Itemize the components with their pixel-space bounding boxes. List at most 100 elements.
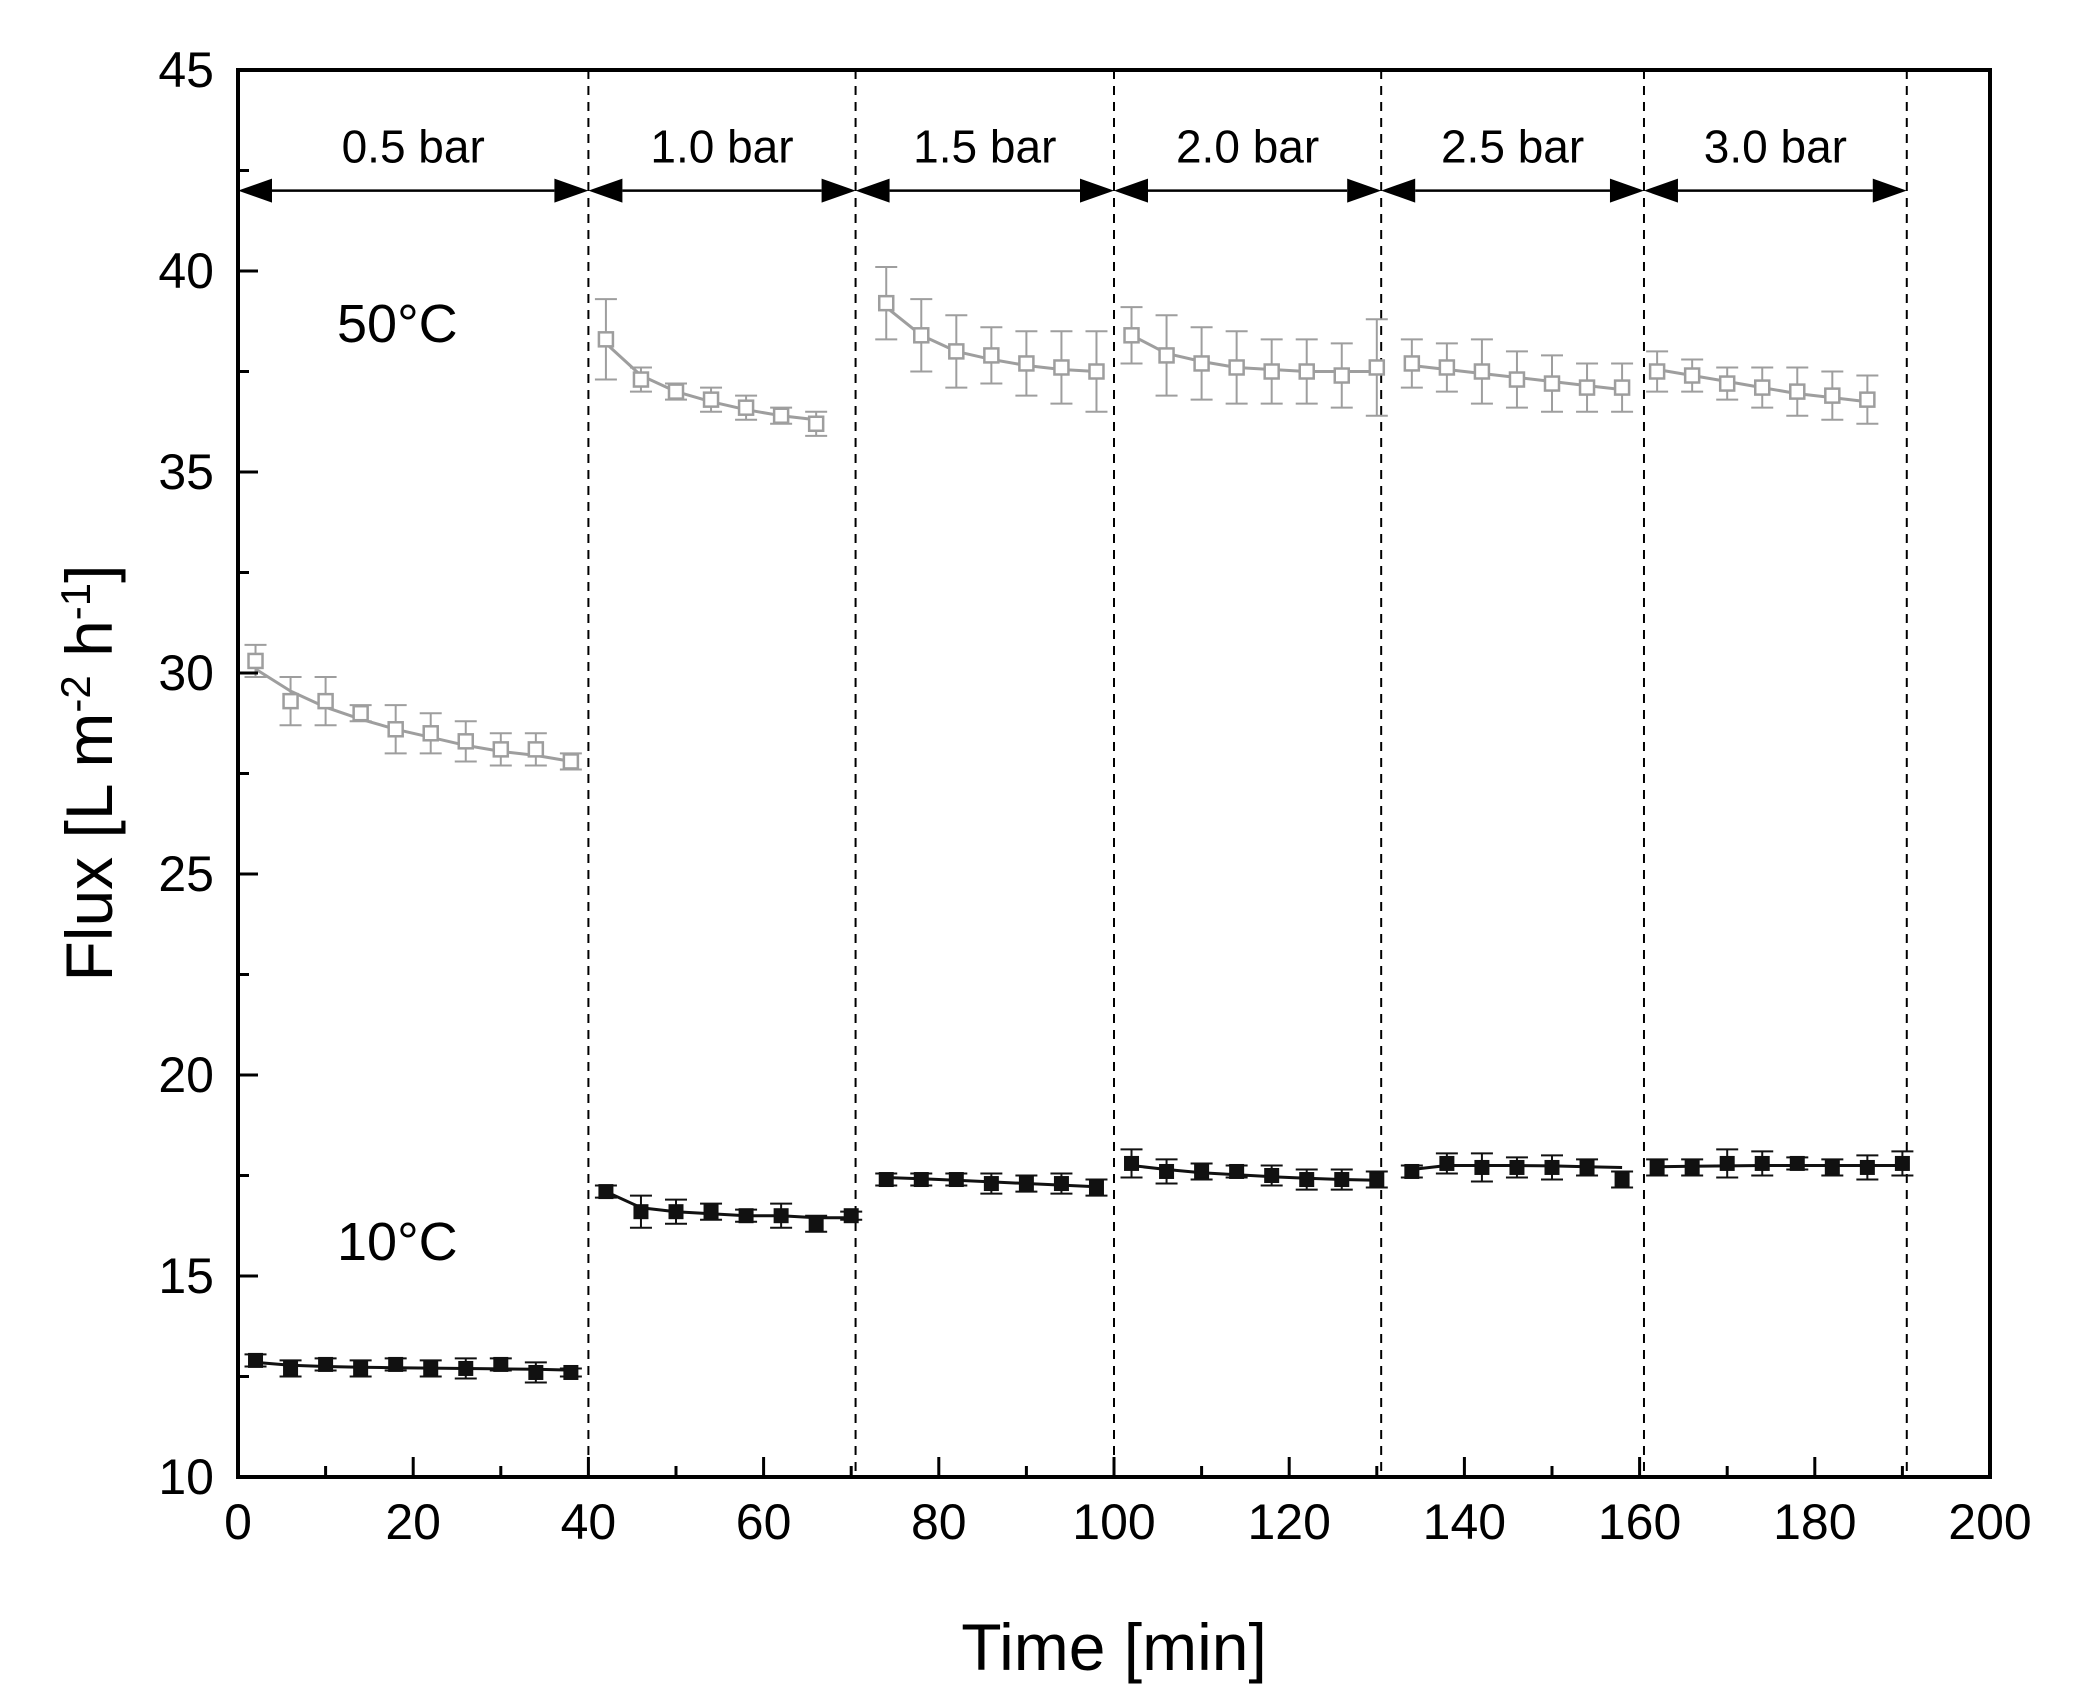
marker-hot-4-4 xyxy=(1543,375,1561,392)
pressure-arrowhead-left-3 xyxy=(1114,178,1148,203)
marker-cold-4-6 xyxy=(1614,1172,1630,1188)
pressure-label-1: 1.0 bar xyxy=(650,121,793,173)
marker-cold-1-7 xyxy=(843,1208,859,1224)
y-tick-label-2: 20 xyxy=(158,1047,214,1103)
y-tick-label-6: 40 xyxy=(158,243,214,299)
marker-cold-4-1 xyxy=(1439,1155,1455,1171)
marker-hot-0-2 xyxy=(317,692,334,710)
marker-hot-4-0 xyxy=(1403,355,1421,372)
y-tick-label-0: 10 xyxy=(158,1449,214,1505)
x-tick-label-5: 100 xyxy=(1072,1494,1155,1550)
temp-label-cold: 10°C xyxy=(337,1212,458,1272)
marker-hot-0-4 xyxy=(387,721,404,738)
marker-hot-3-1 xyxy=(1158,347,1175,364)
marker-hot-3-2 xyxy=(1193,355,1210,372)
marker-cold-0-3 xyxy=(353,1360,369,1376)
marker-cold-5-3 xyxy=(1754,1155,1770,1171)
marker-hot-2-3 xyxy=(983,347,1000,364)
marker-hot-1-5 xyxy=(772,407,790,424)
marker-cold-3-2 xyxy=(1194,1163,1210,1179)
fit-line-hot-0 xyxy=(254,667,572,763)
marker-hot-1-0 xyxy=(597,331,615,348)
marker-hot-0-1 xyxy=(282,692,299,710)
pressure-label-0: 0.5 bar xyxy=(342,121,485,173)
y-axis-title-sup2: -1 xyxy=(52,583,99,620)
x-tick-label-9: 180 xyxy=(1773,1494,1856,1550)
marker-hot-3-0 xyxy=(1123,327,1140,344)
marker-hot-4-1 xyxy=(1438,359,1456,376)
marker-hot-0-6 xyxy=(457,733,475,750)
marker-cold-1-6 xyxy=(808,1216,824,1232)
marker-hot-0-7 xyxy=(492,741,510,758)
marker-hot-5-4 xyxy=(1789,383,1806,400)
marker-cold-5-1 xyxy=(1684,1159,1700,1175)
marker-hot-3-5 xyxy=(1298,363,1315,380)
pressure-arrowhead-left-4 xyxy=(1381,178,1416,203)
marker-cold-4-3 xyxy=(1509,1159,1525,1175)
marker-cold-1-2 xyxy=(668,1204,684,1220)
marker-hot-0-3 xyxy=(352,704,369,722)
tick-labels: 0 20 40 60 80 100 120 140 160 180 200 10 15 20 25 30 35 4… xyxy=(158,42,2031,1550)
marker-cold-0-1 xyxy=(283,1360,299,1376)
y-tick-label-1: 15 xyxy=(158,1248,214,1304)
marker-hot-4-2 xyxy=(1473,363,1491,380)
marker-cold-0-4 xyxy=(388,1356,404,1372)
y-axis-title-end: ] xyxy=(52,564,126,582)
marker-cold-2-4 xyxy=(1018,1176,1034,1192)
marker-hot-1-4 xyxy=(737,399,755,416)
y-axis-title: Flux [L m-2 h-1] xyxy=(52,564,126,981)
marker-cold-1-0 xyxy=(598,1184,614,1200)
marker-hot-1-6 xyxy=(807,415,825,433)
marker-hot-1-3 xyxy=(702,391,720,408)
marker-cold-4-5 xyxy=(1579,1159,1595,1175)
marker-hot-4-6 xyxy=(1613,379,1631,396)
pressure-arrowhead-right-0 xyxy=(554,178,589,203)
marker-hot-5-5 xyxy=(1824,387,1841,404)
marker-cold-5-2 xyxy=(1719,1155,1735,1171)
marker-cold-3-5 xyxy=(1299,1172,1315,1188)
y-axis-title-mid: h xyxy=(52,620,126,675)
segment-dividers xyxy=(587,70,1908,1477)
marker-hot-4-5 xyxy=(1578,379,1596,396)
marker-cold-1-5 xyxy=(773,1208,789,1224)
pressure-arrowhead-right-3 xyxy=(1347,178,1382,203)
marker-hot-5-1 xyxy=(1683,367,1701,384)
marker-cold-3-7 xyxy=(1369,1172,1385,1188)
marker-cold-2-3 xyxy=(983,1176,999,1192)
pressure-label-2: 1.5 bar xyxy=(913,121,1056,173)
marker-cold-0-8 xyxy=(528,1364,544,1380)
marker-hot-5-6 xyxy=(1859,391,1876,408)
marker-hot-5-0 xyxy=(1648,363,1666,380)
pressure-arrowhead-right-4 xyxy=(1609,178,1644,203)
marker-cold-3-3 xyxy=(1229,1163,1245,1179)
marker-hot-1-1 xyxy=(632,371,650,388)
marker-hot-1-2 xyxy=(667,383,685,400)
x-tick-label-1: 20 xyxy=(385,1494,441,1550)
marker-hot-5-3 xyxy=(1753,379,1771,396)
marker-cold-2-1 xyxy=(913,1172,929,1188)
y-tick-label-7: 45 xyxy=(158,42,214,98)
marker-cold-0-6 xyxy=(458,1360,474,1376)
x-tick-label-2: 40 xyxy=(561,1494,617,1550)
marker-hot-5-2 xyxy=(1718,375,1736,392)
pressure-arrowhead-right-2 xyxy=(1080,178,1114,203)
pressure-arrowhead-right-5 xyxy=(1872,178,1907,203)
marker-cold-0-0 xyxy=(248,1352,264,1368)
y-tick-label-5: 35 xyxy=(158,444,214,500)
marker-cold-0-2 xyxy=(318,1356,334,1372)
pressure-arrowhead-left-5 xyxy=(1643,178,1678,203)
marker-hot-3-3 xyxy=(1228,359,1245,376)
marker-cold-4-4 xyxy=(1544,1159,1560,1175)
pressure-label-3: 2.0 bar xyxy=(1176,121,1319,173)
axis-ticks xyxy=(236,68,1992,1479)
marker-hot-3-6 xyxy=(1333,367,1351,384)
marker-cold-4-2 xyxy=(1474,1159,1490,1175)
marker-hot-0-9 xyxy=(562,753,580,770)
marker-cold-5-5 xyxy=(1824,1159,1840,1175)
data-series xyxy=(244,265,1914,1384)
x-tick-label-6: 120 xyxy=(1247,1494,1330,1550)
marker-cold-2-0 xyxy=(878,1172,894,1188)
pressure-label-5: 3.0 bar xyxy=(1704,121,1847,173)
marker-cold-4-0 xyxy=(1404,1163,1420,1179)
marker-cold-5-0 xyxy=(1649,1159,1665,1175)
